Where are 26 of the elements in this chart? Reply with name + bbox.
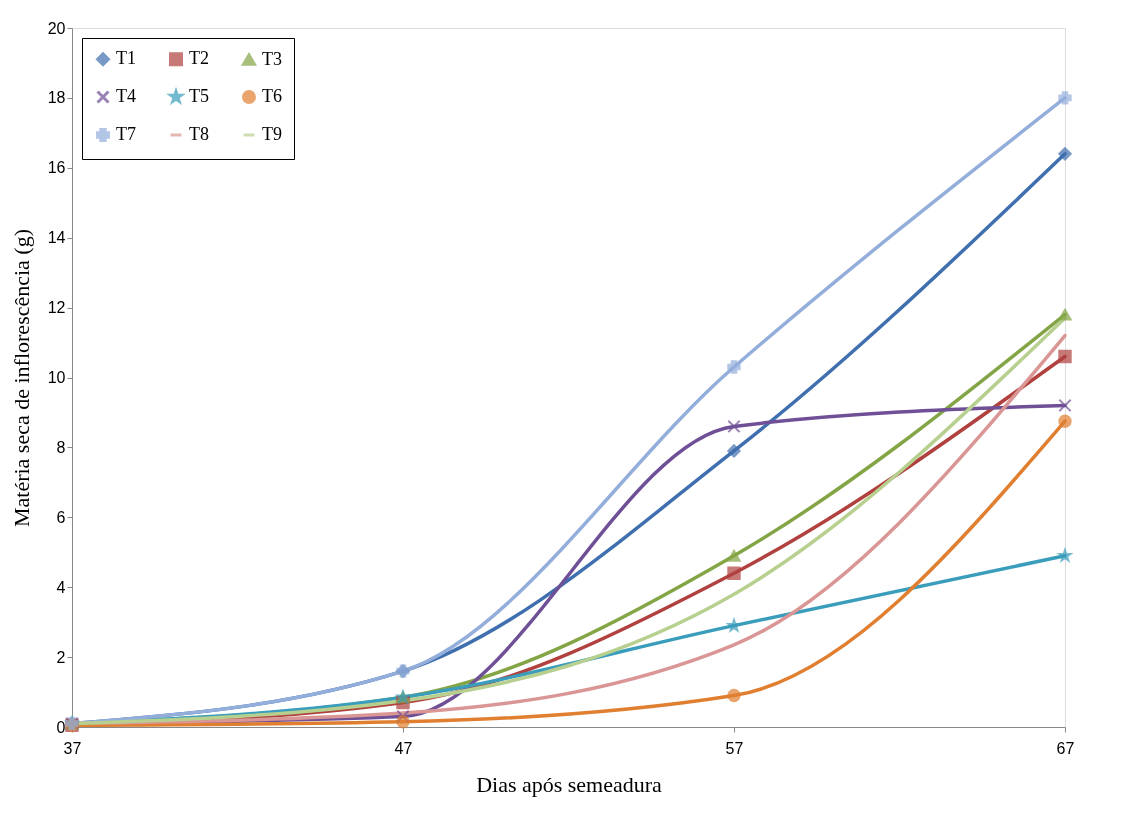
y-tick-label: 8 [56,438,66,456]
y-tick-label: 18 [47,89,66,107]
y-axis-title: Matéria seca de inflorescência (g) [8,228,34,528]
x-tick-label: 47 [394,739,413,757]
y-tick-label: 10 [47,369,66,386]
legend-label: T2 [189,48,209,69]
x-axis-title: Dias após semeadura [476,771,663,797]
x-tick-label: 67 [1056,739,1075,757]
legend-label: T7 [116,124,136,144]
y-tick-label: 2 [56,648,66,666]
y-tick-label: 12 [47,299,66,317]
legend-label: T6 [262,86,282,106]
y-tick-label: 14 [47,229,66,247]
legend-label: T3 [262,48,282,69]
y-tick-label: 6 [56,508,66,526]
legend-label: T9 [262,124,282,144]
x-tick-label: 37 [63,739,82,757]
y-tick-label: 20 [47,19,66,37]
legend-label: T8 [189,124,209,144]
legend-label: T4 [116,86,136,106]
y-tick-label: 4 [56,578,66,596]
x-tick-label: 57 [725,739,744,757]
legend-label: T5 [189,86,209,106]
y-tick-label: 0 [56,718,66,736]
y-tick-label: 16 [47,159,66,177]
legend-label: T1 [116,48,136,69]
